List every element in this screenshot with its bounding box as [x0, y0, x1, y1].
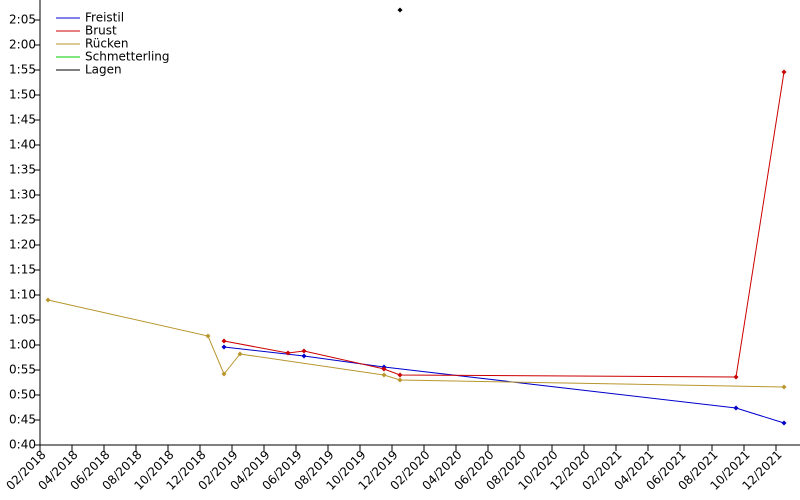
- y-tick-label: 1:10: [9, 288, 36, 302]
- data-point: [301, 348, 307, 354]
- data-point: [781, 420, 787, 426]
- legend-label: Schmetterling: [85, 50, 170, 64]
- y-tick-label: 1:25: [9, 213, 36, 227]
- data-point: [221, 344, 227, 350]
- data-point: [781, 384, 787, 390]
- data-point: [781, 69, 787, 75]
- legend-label: Rücken: [85, 37, 129, 51]
- y-tick-label: 1:15: [9, 263, 36, 277]
- y-tick-label: 0:40: [9, 438, 36, 452]
- y-tick-label: 1:45: [9, 113, 36, 127]
- y-tick-label: 0:50: [9, 388, 36, 402]
- data-point: [733, 374, 739, 380]
- y-tick-label: 2:05: [9, 13, 36, 27]
- y-tick-label: 1:40: [9, 138, 36, 152]
- y-tick-label: 1:20: [9, 238, 36, 252]
- data-point: [381, 366, 387, 372]
- y-tick-label: 2:00: [9, 38, 36, 52]
- y-tick-label: 0:45: [9, 413, 36, 427]
- y-tick-label: 1:35: [9, 163, 36, 177]
- y-tick-label: 1:05: [9, 313, 36, 327]
- data-point: [285, 350, 291, 356]
- y-tick-label: 1:30: [9, 188, 36, 202]
- legend-label: Brust: [85, 24, 117, 38]
- data-point: [381, 372, 387, 378]
- data-point: [301, 353, 307, 359]
- data-point: [237, 351, 243, 357]
- data-point: [221, 338, 227, 344]
- data-point: [221, 371, 227, 377]
- y-tick-label: 1:55: [9, 63, 36, 77]
- data-point: [397, 7, 403, 13]
- data-point: [45, 297, 51, 303]
- y-tick-label: 1:50: [9, 88, 36, 102]
- data-point: [397, 372, 403, 378]
- data-point: [205, 333, 211, 339]
- y-tick-label: 0:55: [9, 363, 36, 377]
- data-point: [733, 405, 739, 411]
- y-tick-label: 1:00: [9, 338, 36, 352]
- legend-label: Freistil: [85, 11, 124, 25]
- data-point: [397, 377, 403, 383]
- legend-label: Lagen: [85, 63, 122, 77]
